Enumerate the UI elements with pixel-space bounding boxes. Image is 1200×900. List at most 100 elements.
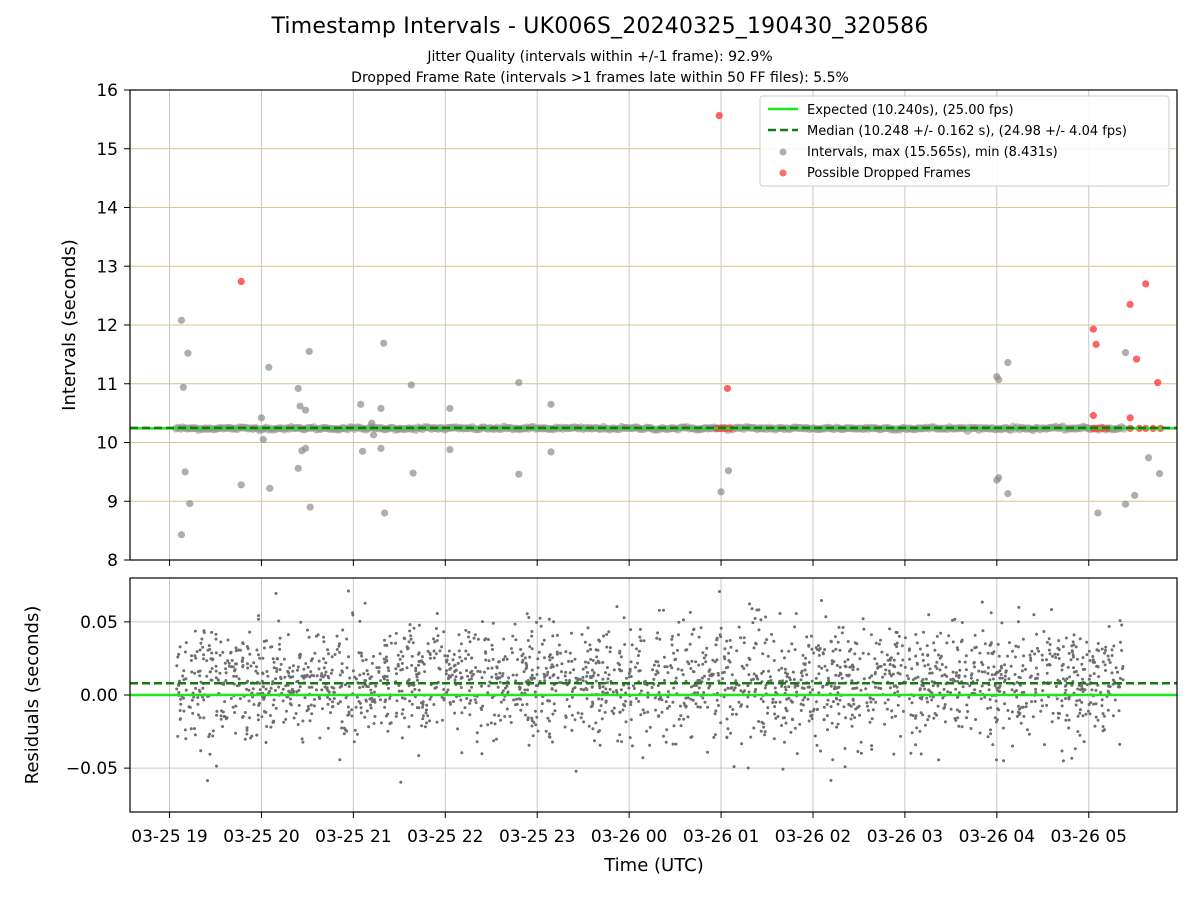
residual-point	[688, 610, 692, 614]
residual-point	[814, 676, 818, 680]
residual-point	[489, 721, 493, 725]
residual-point	[1064, 684, 1068, 688]
residual-point	[230, 659, 234, 662]
residual-point	[1111, 682, 1115, 686]
residual-point	[570, 659, 574, 663]
residual-point	[354, 705, 358, 709]
residual-point	[386, 729, 390, 733]
residual-point	[1106, 654, 1110, 658]
residual-point	[954, 718, 958, 722]
residual-point	[925, 644, 929, 648]
residual-point	[1100, 647, 1104, 651]
residual-point	[914, 676, 917, 680]
residual-point	[353, 675, 357, 679]
residual-point	[420, 655, 424, 659]
residual-point	[1013, 673, 1017, 676]
residual-point	[871, 680, 875, 684]
residual-point	[433, 640, 437, 644]
residual-point	[467, 630, 471, 634]
residual-point	[214, 651, 218, 655]
bottom-reference-lines	[130, 682, 1177, 697]
residual-point	[998, 684, 1002, 688]
residual-point	[394, 714, 398, 718]
residual-point	[447, 675, 451, 679]
interval-outlier-point	[177, 531, 186, 539]
residual-point	[442, 698, 446, 702]
residual-point	[593, 739, 596, 743]
residual-point	[445, 669, 448, 673]
residual-point	[740, 703, 743, 707]
residual-point	[336, 702, 340, 706]
legend-dropped: Possible Dropped Frames	[807, 166, 971, 181]
residual-point	[627, 672, 631, 675]
residual-point	[599, 704, 603, 708]
residual-point	[615, 691, 619, 694]
residual-point	[208, 752, 212, 756]
residual-point	[1101, 725, 1105, 728]
residual-point	[176, 734, 180, 738]
interval-outlier-point	[301, 406, 310, 414]
residual-point	[361, 659, 365, 663]
residual-point	[326, 695, 329, 699]
residual-point	[1055, 697, 1059, 701]
residual-point	[717, 679, 721, 683]
residual-point	[338, 758, 342, 762]
residual-point	[176, 655, 180, 659]
residual-point	[1053, 652, 1057, 656]
residual-point	[986, 706, 990, 710]
residual-point	[1070, 683, 1074, 687]
residual-point	[1030, 649, 1034, 653]
residual-point	[749, 681, 753, 685]
residual-point	[386, 666, 390, 670]
residual-point	[769, 679, 773, 682]
residual-point	[783, 740, 786, 744]
residual-point	[1108, 661, 1112, 664]
residual-point	[219, 714, 223, 718]
residual-point	[313, 651, 317, 655]
residual-point	[1104, 645, 1108, 649]
residual-point	[323, 673, 327, 677]
residual-point	[542, 638, 546, 642]
residual-point	[919, 752, 923, 756]
residual-point	[604, 671, 607, 675]
residual-point	[896, 671, 900, 675]
legend-dropped-swatch	[779, 169, 787, 177]
residual-point	[994, 720, 998, 724]
residual-point	[978, 689, 982, 693]
interval-outlier-point	[294, 464, 302, 472]
residual-point	[496, 685, 500, 689]
residual-point	[598, 639, 602, 643]
residual-point	[932, 716, 936, 720]
residual-point	[914, 633, 918, 636]
residual-point	[400, 712, 404, 716]
residual-point	[883, 722, 887, 726]
residual-point	[200, 637, 204, 641]
residual-point	[1058, 712, 1061, 716]
residual-point	[598, 709, 601, 712]
residual-point	[288, 697, 292, 701]
residual-point	[560, 662, 564, 666]
residual-point	[598, 686, 602, 690]
residual-point	[1101, 729, 1105, 733]
residual-point	[214, 632, 218, 636]
residual-point	[1076, 687, 1080, 691]
residual-point	[394, 667, 398, 671]
residual-point	[851, 698, 855, 702]
residual-point	[861, 651, 865, 655]
residual-point	[420, 724, 424, 728]
residual-point	[993, 673, 997, 676]
residual-point	[708, 668, 712, 672]
residual-point	[223, 661, 227, 665]
residual-point	[196, 696, 200, 699]
dropped-frame-point	[715, 111, 723, 120]
residual-point	[395, 699, 399, 703]
residual-point	[676, 648, 679, 652]
residual-point	[771, 701, 775, 704]
residual-point	[193, 727, 196, 731]
residual-point	[1087, 677, 1091, 681]
residual-point	[319, 674, 323, 678]
residual-point	[752, 726, 756, 730]
residual-point	[907, 648, 911, 652]
residual-point	[850, 724, 854, 728]
residual-point	[1019, 721, 1023, 725]
